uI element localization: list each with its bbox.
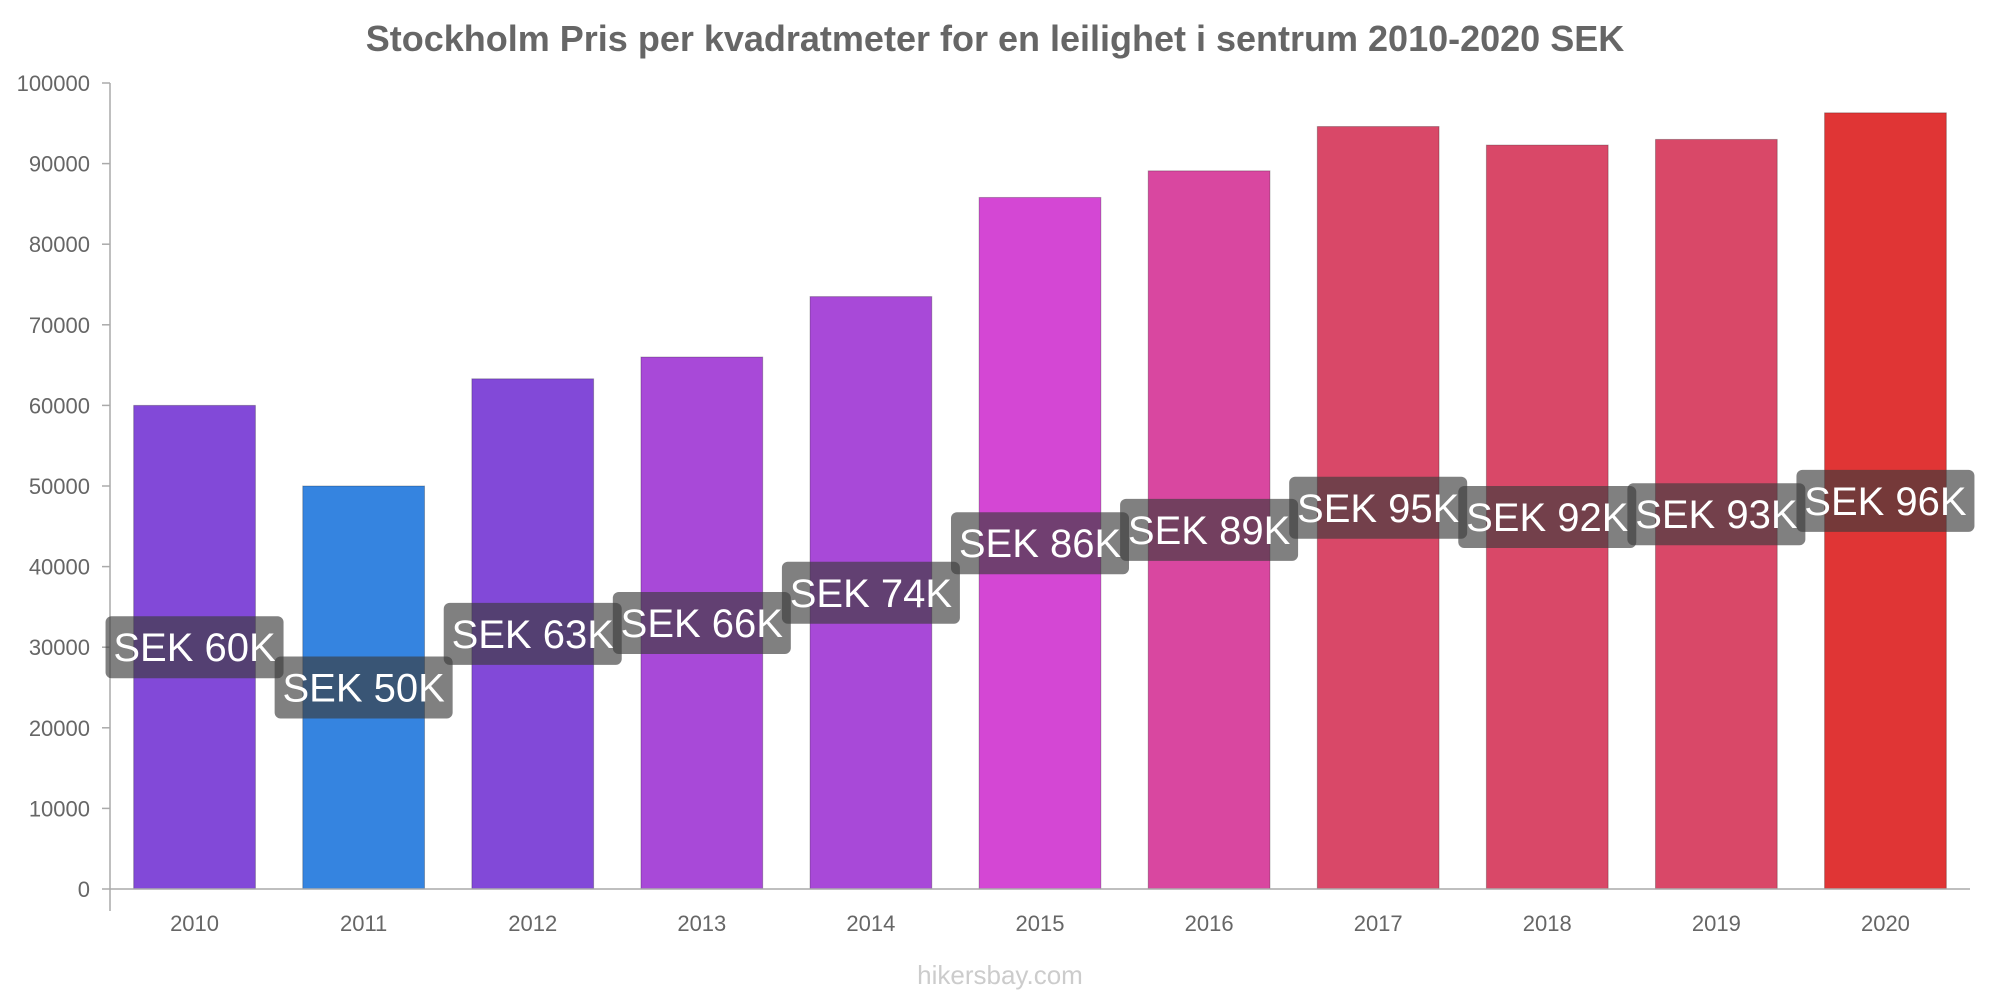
data-label-2011: SEK 50K: [274, 656, 453, 719]
data-label-text: SEK 63K: [452, 613, 615, 657]
y-tick-label: 0: [78, 877, 90, 902]
data-label-2013: SEK 66K: [612, 592, 791, 655]
y-tick-label: 80000: [29, 232, 90, 257]
y-tick-label: 40000: [29, 555, 90, 580]
x-tick-label: 2020: [1861, 911, 1910, 936]
chart-title: Stockholm Pris per kvadratmeter for en l…: [365, 18, 1625, 59]
watermark: hikersbay.com: [917, 960, 1083, 990]
data-label-box: [1627, 483, 1806, 546]
data-label-box: [781, 561, 960, 624]
data-label-text: SEK 96K: [1804, 480, 1967, 524]
data-label-box: [274, 656, 453, 719]
data-label-2012: SEK 63K: [443, 602, 622, 665]
data-label-box: [1120, 498, 1299, 561]
y-tick-label: 30000: [29, 635, 90, 660]
x-tick-label: 2016: [1185, 911, 1234, 936]
x-tick-label: 2018: [1523, 911, 1572, 936]
data-label-box: [1289, 476, 1468, 539]
data-label-box: [1458, 486, 1637, 549]
x-tick-label: 2019: [1692, 911, 1741, 936]
data-label-2016: SEK 89K: [1120, 498, 1299, 561]
data-label-2019: SEK 93K: [1627, 483, 1806, 546]
y-tick-label: 20000: [29, 716, 90, 741]
data-label-text: SEK 93K: [1635, 493, 1798, 537]
y-axis-ticks: 0 10000 20000 30000 40000 50000 60000 70000 8000…: [17, 71, 110, 902]
data-label-2017: SEK 95K: [1289, 476, 1468, 539]
data-label-2015: SEK 86K: [951, 512, 1129, 575]
data-label-text: SEK 95K: [1297, 487, 1460, 531]
x-tick-label: 2013: [677, 911, 726, 936]
data-label-2014: SEK 74K: [781, 561, 960, 624]
data-label-box: [951, 512, 1129, 575]
data-label-text: SEK 86K: [959, 522, 1122, 566]
x-tick-label: 2015: [1016, 911, 1065, 936]
data-label-text: SEK 92K: [1466, 496, 1629, 540]
x-tick-label: 2014: [846, 911, 895, 936]
y-tick-label: 100000: [17, 71, 90, 96]
y-tick-label: 50000: [29, 474, 90, 499]
data-label-text: SEK 89K: [1128, 509, 1291, 553]
x-tick-label: 2017: [1354, 911, 1403, 936]
data-label-box: [1796, 469, 1975, 532]
data-label-text: SEK 60K: [113, 626, 276, 670]
data-label-2018: SEK 92K: [1458, 486, 1637, 549]
data-label-2020: SEK 96K: [1796, 469, 1975, 532]
data-label-box: [105, 616, 284, 679]
y-tick-label: 60000: [29, 393, 90, 418]
x-tick-label: 2011: [340, 911, 387, 936]
x-axis-ticks: 2010 2011 2012 2013 2014 2015 2016 2017 2018 2019…: [170, 911, 1910, 936]
data-label-text: SEK 50K: [282, 667, 445, 711]
data-label-box: [612, 592, 791, 655]
data-label-text: SEK 74K: [790, 572, 953, 616]
data-label-2010: SEK 60K: [105, 616, 284, 679]
data-label-box: [443, 602, 622, 665]
x-tick-label: 2010: [170, 911, 219, 936]
y-tick-label: 10000: [29, 796, 90, 821]
data-label-text: SEK 66K: [621, 602, 784, 646]
y-tick-label: 70000: [29, 313, 90, 338]
y-tick-label: 90000: [29, 152, 90, 177]
x-tick-label: 2012: [508, 911, 557, 936]
